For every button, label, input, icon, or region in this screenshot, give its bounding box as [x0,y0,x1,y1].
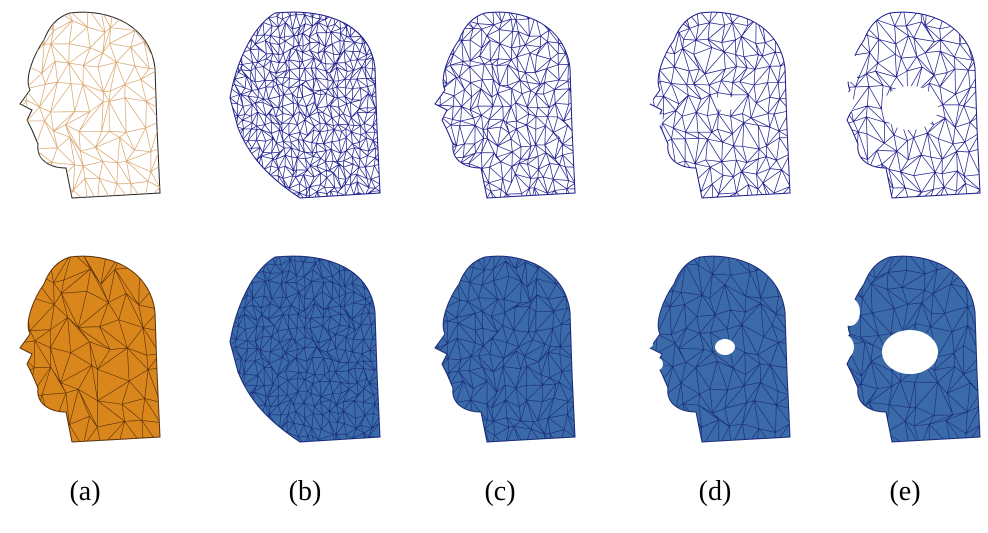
page: (a)(b)(c)(d)(e) (() => { const data = JS… [0,0,988,533]
figure: (a) (b) (c) (d) (e) [0,0,988,533]
hole [837,380,853,404]
hole [882,330,938,374]
hole [715,339,735,355]
wireframe-mesh [425,8,575,203]
hole [840,298,860,326]
shaded-mesh [425,252,575,447]
panel-label: (c) [484,476,515,507]
hole [653,114,663,126]
hole [837,136,853,160]
panel: (a) [10,8,160,507]
hole [882,86,938,130]
panels: (a) (b) (c) (d) (e) [10,8,980,507]
shaded-mesh [826,252,980,447]
panel: (e) [826,8,980,507]
panel: (b) [230,8,380,507]
wireframe-mesh [10,8,160,203]
panel: (c) [425,8,575,507]
panel-label: (e) [889,476,920,507]
hole [840,54,860,82]
panel-label: (b) [289,476,322,507]
panel-label: (a) [69,476,100,507]
shaded-mesh [637,252,790,447]
panel: (d) [637,8,790,507]
wireframe-mesh [826,8,980,203]
hole [653,358,663,370]
wireframe-mesh [230,8,380,203]
hole [826,333,854,361]
panel-label: (d) [699,476,732,507]
hole [826,89,854,117]
hole [637,95,653,105]
hole [637,339,653,349]
hole [715,95,735,111]
wireframe-mesh [637,8,790,203]
shaded-mesh [230,252,380,447]
head-fill [435,256,575,442]
shaded-mesh [10,252,160,447]
